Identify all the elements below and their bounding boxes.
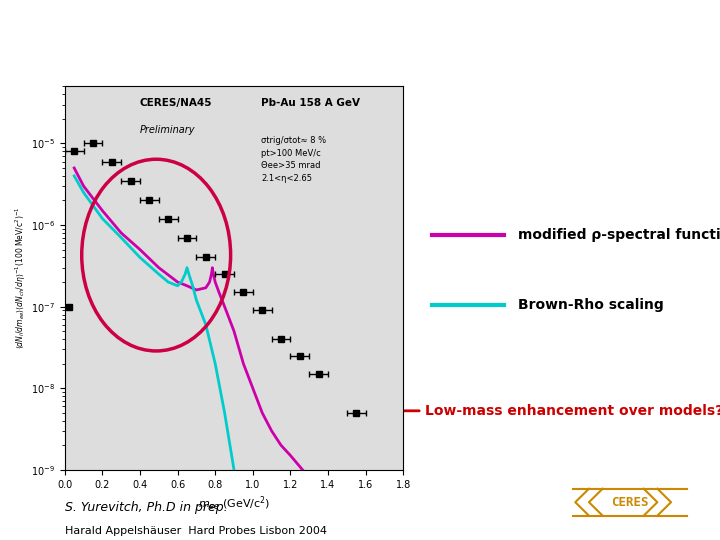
Text: Mass spectrum and models: Mass spectrum and models — [126, 24, 594, 53]
Text: Run 2000: Run 2000 — [65, 118, 166, 136]
Text: Preliminary: Preliminary — [139, 125, 194, 135]
Text: CERES/NA45: CERES/NA45 — [139, 98, 212, 108]
Text: Harald Appelshäuser  Hard Probes Lisbon 2004: Harald Appelshäuser Hard Probes Lisbon 2… — [65, 525, 327, 536]
Text: Low-mass enhancement over models?: Low-mass enhancement over models? — [305, 404, 720, 418]
Text: S. Yurevitch, Ph.D in prep.: S. Yurevitch, Ph.D in prep. — [65, 501, 228, 514]
Text: Pb-Au 158 AGeV/c:: Pb-Au 158 AGeV/c: — [148, 118, 337, 136]
Y-axis label: $\langle dN_l/dm_{ee}\rangle\langle dN_{ch}/d\eta\rangle^{-1}(100\ \mathrm{MeV/c: $\langle dN_l/dm_{ee}\rangle\langle dN_{… — [14, 207, 28, 349]
Text: CERES: CERES — [611, 496, 649, 509]
Text: Pb-Au 158 A GeV: Pb-Au 158 A GeV — [261, 98, 360, 108]
X-axis label: $m_{ee}\ \mathrm{(GeV/c^2)}$: $m_{ee}\ \mathrm{(GeV/c^2)}$ — [198, 495, 270, 514]
Text: σtrig/σtot≈ 8 %
pt>100 MeV/c
Θee>35 mrad
2.1<η<2.65: σtrig/σtot≈ 8 % pt>100 MeV/c Θee>35 mrad… — [261, 136, 326, 183]
Text: Brown-Rho scaling: Brown-Rho scaling — [518, 298, 664, 312]
Text: modified ρ-spectral function: modified ρ-spectral function — [518, 228, 720, 241]
